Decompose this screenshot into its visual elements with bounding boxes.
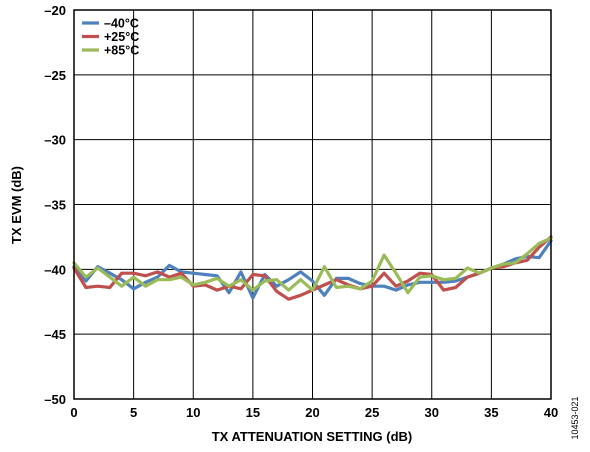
y-tick-labels: –50 –45 –40 –35 –30 –25 –20 bbox=[44, 3, 66, 407]
x-tick-label: 15 bbox=[246, 405, 260, 420]
x-tick-label: 10 bbox=[186, 405, 200, 420]
x-tick-label: 0 bbox=[70, 405, 77, 420]
y-tick-label: –30 bbox=[44, 133, 66, 148]
y-tick-label: –40 bbox=[44, 262, 66, 277]
x-tick-label: 30 bbox=[425, 405, 439, 420]
x-tick-label: 25 bbox=[365, 405, 379, 420]
plot-border bbox=[73, 9, 552, 400]
y-axis-label: TX EVM (dB) bbox=[9, 166, 24, 244]
legend-label: +25°C bbox=[104, 30, 139, 44]
y-tick-label: –25 bbox=[44, 68, 66, 83]
y-tick-label: –45 bbox=[44, 327, 66, 342]
x-tick-labels: 0 5 10 15 20 25 30 35 40 bbox=[70, 405, 558, 420]
series-line bbox=[72, 236, 553, 295]
y-tick-label: –20 bbox=[44, 3, 66, 18]
y-tick-label: –35 bbox=[44, 198, 66, 213]
legend-label: +85°C bbox=[104, 44, 139, 58]
x-tick-label: 40 bbox=[544, 405, 558, 420]
legend-label: –40°C bbox=[104, 17, 139, 31]
x-axis-label: TX ATTENUATION SETTING (dB) bbox=[212, 429, 413, 444]
series-lines bbox=[72, 235, 553, 301]
x-tick-label: 35 bbox=[484, 405, 498, 420]
x-tick-label: 5 bbox=[130, 405, 137, 420]
x-tick-label: 20 bbox=[305, 405, 319, 420]
legend: –40°C+25°C+85°C bbox=[82, 17, 139, 58]
y-tick-label: –50 bbox=[44, 392, 66, 407]
figure-id: 10453-021 bbox=[570, 396, 580, 439]
